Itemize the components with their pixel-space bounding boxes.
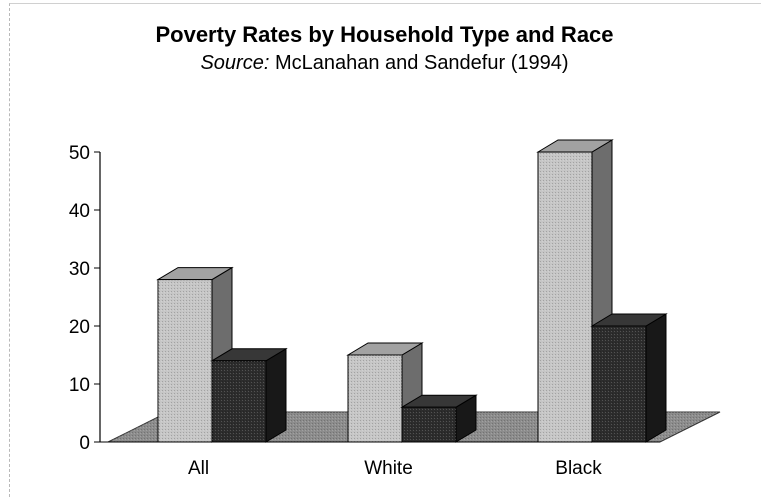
chart-frame [9, 3, 761, 497]
y-tick-label: 30 [69, 259, 90, 280]
subtitle-citation: McLanahan and Sandefur (1994) [274, 52, 569, 74]
bar-all-series-1 [156, 266, 234, 443]
bar-black-series-2 [590, 313, 668, 443]
bar-front-texture [592, 326, 646, 442]
y-tick-label: 20 [69, 317, 90, 338]
y-tick-label: 40 [69, 201, 90, 222]
y-tick-label: 10 [69, 375, 90, 396]
bar-white-series-1 [346, 342, 424, 443]
bar-white-series-2 [400, 394, 478, 443]
chart-title: Poverty Rates by Household Type and Race [155, 22, 614, 47]
bar-front-texture [402, 407, 456, 442]
bar-front-texture [212, 360, 266, 442]
chart-subtitle: Source: McLanahan and Sandefur (1994) [0, 52, 769, 75]
y-tick-label: 50 [69, 143, 90, 164]
bar-front-texture [158, 279, 212, 442]
bar-all-series-2 [210, 347, 288, 443]
x-category-label: White [364, 458, 413, 479]
subtitle-source-label: Source: [200, 52, 270, 74]
bar-black-series-1 [536, 139, 614, 443]
bar-front-texture [348, 355, 402, 442]
y-tick-label: 0 [79, 433, 90, 454]
x-category-label: Black [555, 458, 602, 479]
x-category-label: All [188, 458, 209, 479]
bar-front-texture [538, 152, 592, 442]
bar-side-face [265, 347, 287, 443]
bar-side-face [645, 313, 667, 443]
